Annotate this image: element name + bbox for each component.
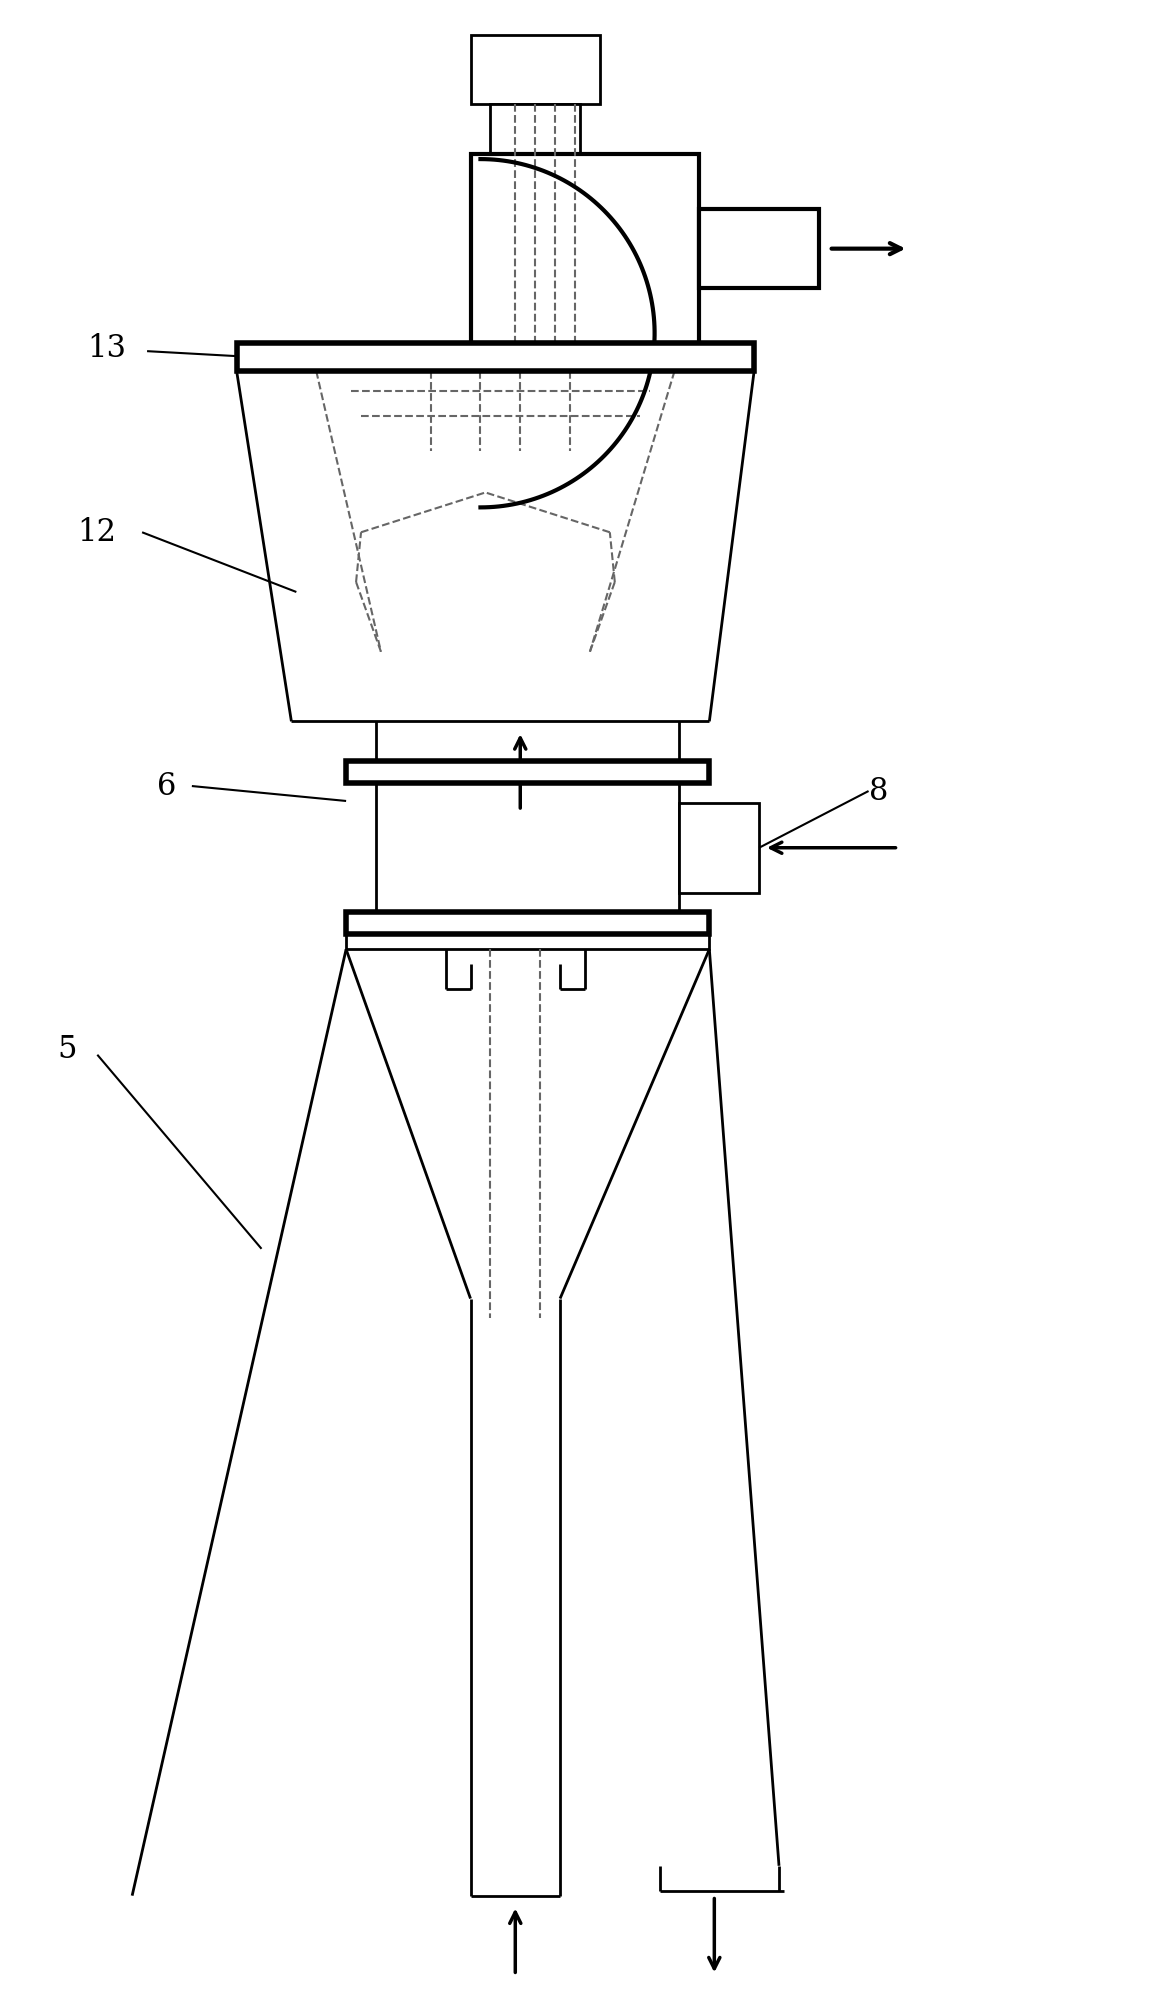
Text: 5: 5 bbox=[57, 1034, 77, 1066]
Bar bbox=[346, 912, 709, 934]
Bar bbox=[237, 344, 754, 372]
Bar bbox=[700, 208, 819, 288]
Bar bbox=[470, 154, 700, 344]
Bar bbox=[679, 802, 759, 892]
Bar bbox=[346, 934, 709, 950]
Bar bbox=[470, 34, 600, 104]
Text: 13: 13 bbox=[87, 332, 126, 364]
Bar bbox=[491, 104, 580, 154]
Text: 6: 6 bbox=[157, 770, 177, 802]
Bar bbox=[346, 762, 709, 784]
Text: 8: 8 bbox=[869, 776, 888, 806]
Bar bbox=[376, 784, 679, 912]
Text: 12: 12 bbox=[77, 516, 116, 548]
